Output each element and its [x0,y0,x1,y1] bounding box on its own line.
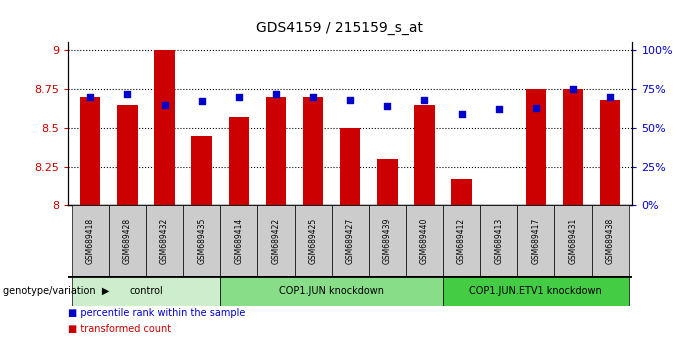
Bar [340,128,360,205]
Bar [146,205,183,276]
Bar [117,104,137,205]
Text: GSM689438: GSM689438 [606,218,615,264]
Text: GSM689427: GSM689427 [345,218,355,264]
Point [456,111,467,117]
Bar [266,97,286,205]
Bar [71,276,220,306]
Bar [480,205,517,276]
Point [493,106,504,112]
Bar [563,89,583,205]
Bar [294,205,332,276]
Text: ■ percentile rank within the sample: ■ percentile rank within the sample [68,308,245,318]
Text: COP1.JUN.ETV1 knockdown: COP1.JUN.ETV1 knockdown [469,286,602,296]
Text: GSM689432: GSM689432 [160,218,169,264]
Text: genotype/variation  ▶: genotype/variation ▶ [3,286,109,296]
Point [530,105,541,110]
Text: GSM689414: GSM689414 [235,218,243,264]
Bar [192,136,212,205]
Bar [257,205,294,276]
Bar [80,97,101,205]
Text: GDS4159 / 215159_s_at: GDS4159 / 215159_s_at [256,21,424,35]
Point [605,94,615,99]
Bar [600,100,620,205]
Text: GSM689417: GSM689417 [531,218,541,264]
Bar [220,205,257,276]
Text: GSM689440: GSM689440 [420,217,429,264]
Bar [332,205,369,276]
Point [271,91,282,97]
Text: control: control [129,286,163,296]
Bar [228,117,249,205]
Bar [452,179,472,205]
Bar [414,104,435,205]
Text: GSM689425: GSM689425 [309,218,318,264]
Text: ■ transformed count: ■ transformed count [68,324,171,334]
Point [233,94,244,99]
Bar [443,276,629,306]
Text: GSM689435: GSM689435 [197,217,206,264]
Bar [526,89,546,205]
Point [85,94,96,99]
Bar [377,159,398,205]
Point [568,86,579,92]
Bar [71,205,109,276]
Point [345,97,356,103]
Bar [406,205,443,276]
Point [307,94,318,99]
Text: GSM689431: GSM689431 [568,218,577,264]
Point [382,103,393,109]
Text: GSM689412: GSM689412 [457,218,466,264]
Point [197,98,207,104]
Bar [517,205,554,276]
Text: GSM689428: GSM689428 [123,218,132,264]
Text: GSM689439: GSM689439 [383,217,392,264]
Bar [109,205,146,276]
Text: GSM689422: GSM689422 [271,218,280,264]
Point [122,91,133,97]
Bar [183,205,220,276]
Bar [220,276,443,306]
Text: GSM689418: GSM689418 [86,218,95,264]
Bar [303,97,323,205]
Text: COP1.JUN knockdown: COP1.JUN knockdown [279,286,384,296]
Point [419,97,430,103]
Bar [443,205,480,276]
Bar [554,205,592,276]
Bar [592,205,629,276]
Text: GSM689413: GSM689413 [494,218,503,264]
Point [159,102,170,107]
Bar [154,50,175,205]
Bar [369,205,406,276]
